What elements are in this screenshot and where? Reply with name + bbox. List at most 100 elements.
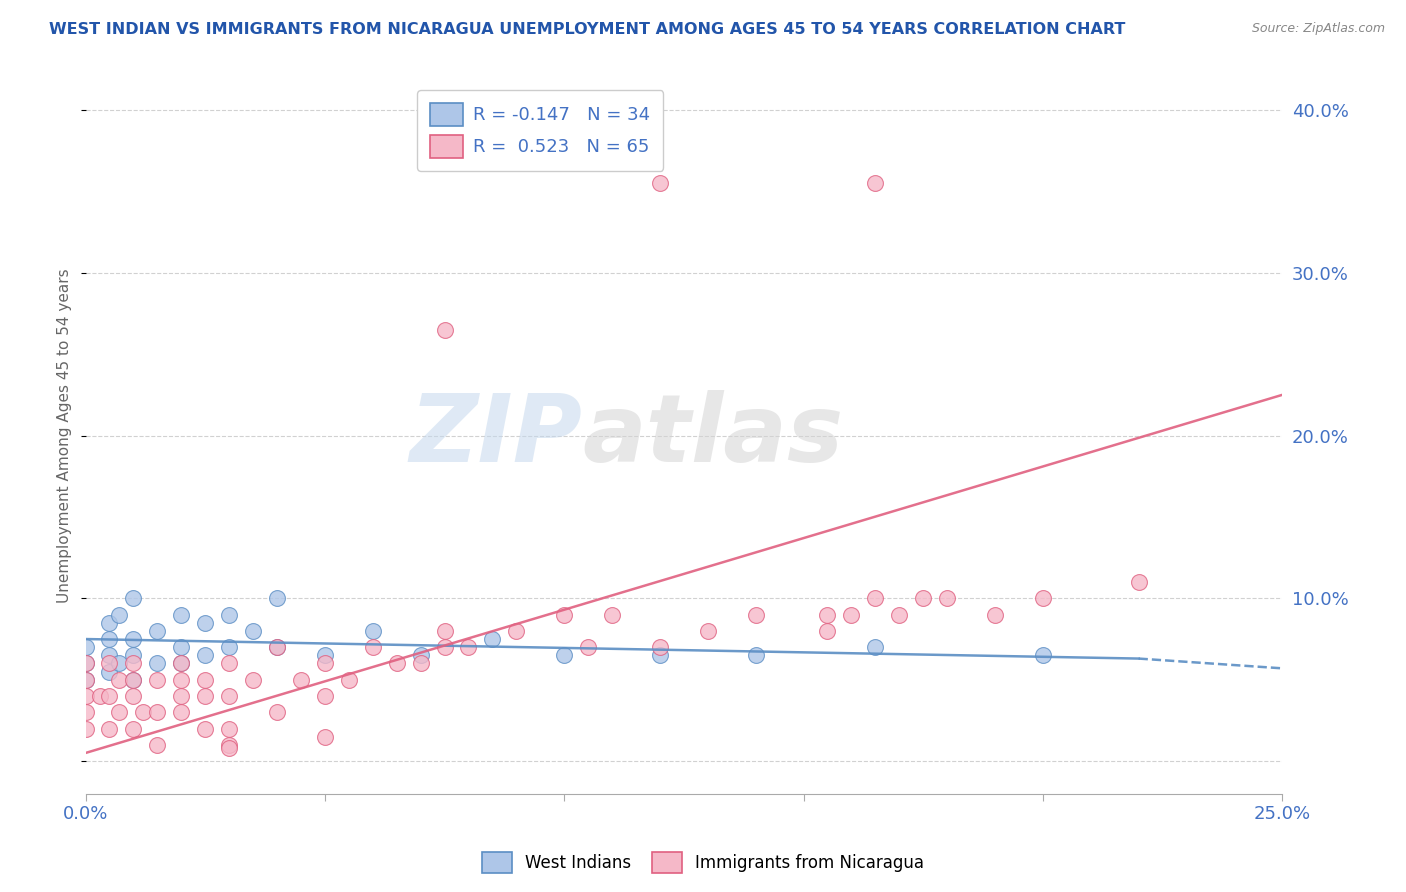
Point [194, 722, 217, 736]
Point [817, 624, 839, 638]
Point [122, 591, 145, 606]
Point [98, 632, 121, 646]
Point [409, 657, 432, 671]
Point [865, 176, 887, 190]
Point [146, 738, 169, 752]
Point [146, 673, 169, 687]
Point [696, 624, 718, 638]
Point [146, 624, 169, 638]
Point [75, 673, 97, 687]
Point [744, 648, 766, 663]
Point [98, 657, 121, 671]
Point [553, 607, 575, 622]
Point [433, 323, 456, 337]
Point [242, 624, 264, 638]
Point [122, 648, 145, 663]
Point [314, 648, 336, 663]
Point [98, 689, 121, 703]
Point [170, 689, 193, 703]
Point [889, 607, 911, 622]
Point [218, 741, 240, 756]
Point [170, 657, 193, 671]
Point [146, 706, 169, 720]
Text: atlas: atlas [582, 390, 844, 482]
Point [89, 689, 111, 703]
Point [75, 689, 97, 703]
Point [194, 648, 217, 663]
Point [433, 624, 456, 638]
Point [361, 624, 384, 638]
Point [576, 640, 599, 655]
Point [361, 640, 384, 655]
Point [122, 689, 145, 703]
Text: Source: ZipAtlas.com: Source: ZipAtlas.com [1251, 22, 1385, 36]
Point [553, 648, 575, 663]
Point [170, 640, 193, 655]
Point [170, 657, 193, 671]
Point [337, 673, 360, 687]
Point [409, 648, 432, 663]
Point [122, 657, 145, 671]
Legend: R = -0.147   N = 34, R =  0.523   N = 65: R = -0.147 N = 34, R = 0.523 N = 65 [418, 90, 664, 170]
Y-axis label: Unemployment Among Ages 45 to 54 years: Unemployment Among Ages 45 to 54 years [58, 268, 72, 603]
Point [648, 640, 671, 655]
Point [505, 624, 527, 638]
Point [266, 591, 288, 606]
Point [266, 640, 288, 655]
Point [194, 673, 217, 687]
Point [648, 176, 671, 190]
Point [75, 657, 97, 671]
Point [108, 607, 131, 622]
Point [242, 673, 264, 687]
Point [108, 673, 131, 687]
Point [600, 607, 623, 622]
Point [266, 706, 288, 720]
Point [170, 607, 193, 622]
Point [1032, 648, 1054, 663]
Point [98, 648, 121, 663]
Point [865, 640, 887, 655]
Point [75, 722, 97, 736]
Point [218, 689, 240, 703]
Point [314, 657, 336, 671]
Point [841, 607, 863, 622]
Point [912, 591, 935, 606]
Point [218, 657, 240, 671]
Text: WEST INDIAN VS IMMIGRANTS FROM NICARAGUA UNEMPLOYMENT AMONG AGES 45 TO 54 YEARS : WEST INDIAN VS IMMIGRANTS FROM NICARAGUA… [49, 22, 1126, 37]
Point [433, 640, 456, 655]
Point [146, 657, 169, 671]
Point [170, 673, 193, 687]
Point [1128, 575, 1150, 590]
Text: ZIP: ZIP [409, 390, 582, 482]
Point [122, 722, 145, 736]
Point [75, 640, 97, 655]
Point [314, 730, 336, 744]
Point [98, 722, 121, 736]
Point [194, 689, 217, 703]
Point [984, 607, 1007, 622]
Point [122, 673, 145, 687]
Point [108, 657, 131, 671]
Point [75, 657, 97, 671]
Point [1032, 591, 1054, 606]
Point [865, 591, 887, 606]
Point [218, 722, 240, 736]
Point [75, 706, 97, 720]
Point [290, 673, 312, 687]
Point [648, 648, 671, 663]
Point [132, 706, 155, 720]
Point [481, 632, 503, 646]
Point [122, 673, 145, 687]
Point [75, 673, 97, 687]
Legend: West Indians, Immigrants from Nicaragua: West Indians, Immigrants from Nicaragua [475, 846, 931, 880]
Point [936, 591, 959, 606]
Point [194, 615, 217, 630]
Point [98, 665, 121, 679]
Point [218, 738, 240, 752]
Point [385, 657, 408, 671]
Point [457, 640, 479, 655]
Point [218, 607, 240, 622]
Point [122, 632, 145, 646]
Point [218, 640, 240, 655]
Point [314, 689, 336, 703]
